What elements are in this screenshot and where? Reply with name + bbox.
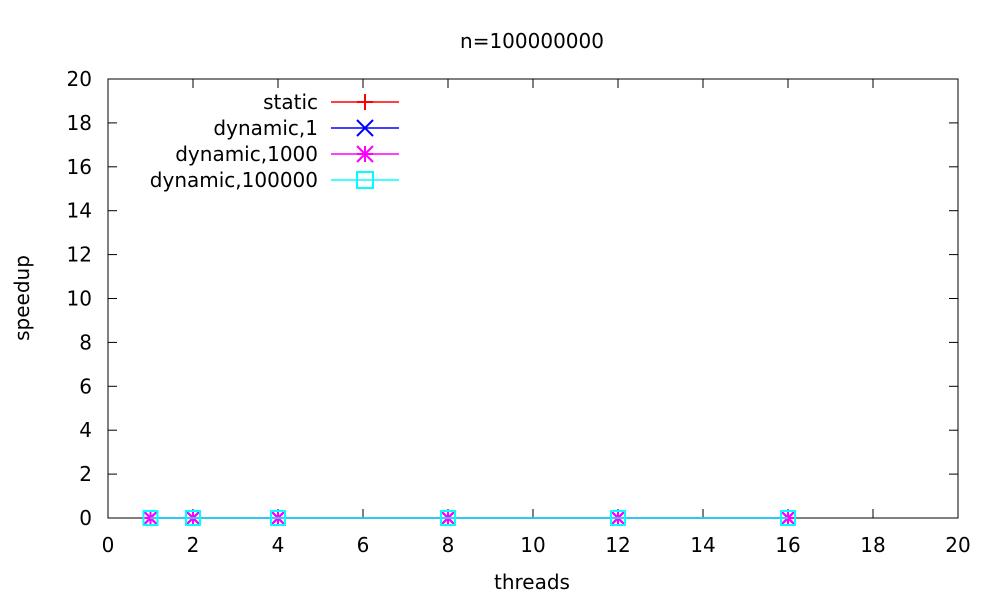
data-point-dynamic-100000 — [185, 510, 201, 526]
x-tick-label: 20 — [945, 533, 970, 557]
legend-marker — [356, 171, 374, 189]
x-tick-label: 0 — [102, 533, 115, 557]
x-tick-label: 6 — [357, 533, 370, 557]
y-tick-label: 16 — [67, 155, 92, 179]
y-axis-label: speedup — [10, 255, 34, 341]
x-axis-label: threads — [494, 570, 570, 594]
legend-label: dynamic,1 — [213, 116, 318, 140]
y-tick-label: 20 — [67, 67, 92, 91]
x-tick-label: 16 — [775, 533, 800, 557]
legend-label: dynamic,100000 — [150, 168, 318, 192]
legend: staticdynamic,1dynamic,1000dynamic,10000… — [150, 90, 399, 192]
legend-item-dynamic-1000: dynamic,1000 — [175, 142, 399, 166]
x-tick-label: 4 — [272, 533, 285, 557]
legend-label: dynamic,1000 — [175, 142, 318, 166]
data-point-dynamic-100000 — [270, 510, 286, 526]
y-tick-label: 2 — [79, 462, 92, 486]
legend-item-static: static — [263, 90, 399, 114]
y-tick-label: 10 — [67, 287, 92, 311]
legend-marker — [357, 94, 373, 110]
y-tick-label: 18 — [67, 111, 92, 135]
data-point-dynamic-100000 — [142, 510, 159, 526]
y-tick-label: 0 — [79, 506, 92, 530]
y-tick-label: 6 — [79, 374, 92, 398]
x-tick-label: 18 — [860, 533, 885, 557]
legend-marker — [356, 145, 374, 163]
y-tick-label: 12 — [67, 243, 92, 267]
x-tick-label: 10 — [520, 533, 545, 557]
legend-label: static — [263, 90, 318, 114]
axes: 0 2 4 6 8 10 12 14 16 18 20 0 2 4 6 8 10 12 14 16 18 20 — [67, 67, 971, 557]
y-tick-label: 8 — [79, 330, 92, 354]
chart-title: n=100000000 — [460, 29, 604, 53]
plot-area — [142, 510, 796, 526]
data-point-dynamic-100000 — [440, 510, 456, 526]
y-tick-label: 4 — [79, 418, 92, 442]
x-tick-label: 8 — [442, 533, 455, 557]
legend-item-dynamic-100000: dynamic,100000 — [150, 168, 399, 192]
y-tick-label: 14 — [67, 199, 92, 223]
data-point-dynamic-100000 — [780, 510, 796, 526]
data-point-dynamic-100000 — [610, 510, 626, 526]
x-tick-label: 2 — [187, 533, 200, 557]
x-tick-label: 12 — [605, 533, 630, 557]
series-dynamic-100000 — [142, 510, 796, 526]
x-tick-label: 14 — [690, 533, 715, 557]
legend-marker — [356, 119, 374, 137]
legend-item-dynamic-1: dynamic,1 — [213, 116, 399, 140]
